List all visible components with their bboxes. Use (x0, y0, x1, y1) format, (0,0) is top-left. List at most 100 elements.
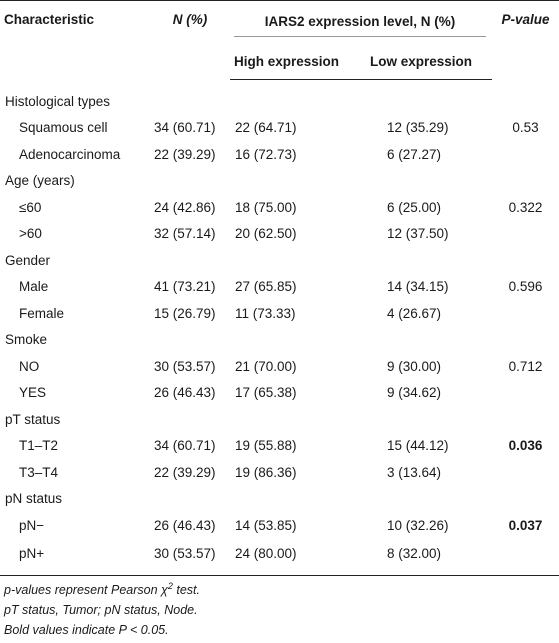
cell-n-pct: 22 (39.29) (154, 146, 216, 162)
cell-low-expression: 6 (25.00) (387, 199, 442, 215)
cell-low-expression: 9 (34.62) (387, 385, 442, 401)
cell-high-expression: 17 (65.38) (235, 385, 297, 401)
table-row: Male 41 (73.21) 27 (65.85) 14 (34.15) 0.596 (0, 274, 559, 301)
cell-n-pct: 15 (26.79) (154, 305, 216, 321)
group-row: Gender (0, 247, 559, 274)
cell-n-pct: 22 (39.29) (154, 464, 216, 480)
row-label: pN+ (0, 538, 150, 576)
cell-p-value: 0.53 (512, 120, 539, 136)
cell-high-expression: 24 (80.00) (230, 538, 363, 576)
cell-n-pct: 34 (60.71) (154, 120, 216, 136)
footnote-pearson-tail: test. (172, 582, 200, 597)
cell-n-pct: 26 (46.43) (154, 385, 216, 401)
row-label: >60 (19, 226, 42, 242)
table-row: NO 30 (53.57) 21 (70.00) 9 (30.00) 0.712 (0, 353, 559, 380)
cell-high-expression: 21 (70.00) (235, 358, 297, 374)
cell-low-expression: 14 (34.15) (387, 279, 449, 295)
group-label: Gender (5, 252, 51, 268)
cell-low-expression: 9 (30.00) (387, 358, 442, 374)
row-label: T3–T4 (19, 464, 59, 480)
group-label: Histological types (5, 93, 111, 109)
cell-n-pct: 34 (60.71) (154, 438, 216, 454)
cell-n-pct: 41 (73.21) (154, 279, 216, 295)
cell-low-expression: 4 (26.67) (387, 305, 442, 321)
cell-high-expression: 19 (86.36) (235, 464, 297, 480)
header-characteristic: Characteristic (0, 0, 150, 80)
cell-p-value: 0.036 (508, 438, 543, 454)
row-label: Female (19, 305, 65, 321)
header-n-pct-text: N (%) (172, 12, 208, 27)
cell-p-value (492, 141, 559, 168)
header-expression-group: IARS2 expression level, N (%) (230, 0, 493, 43)
group-label: Smoke (5, 332, 48, 348)
header-n-pct: N (%) (150, 0, 230, 80)
cell-high-expression: 14 (53.85) (235, 517, 297, 533)
table-row: YES 26 (46.43) 17 (65.38) 9 (34.62) (0, 380, 559, 407)
cell-p-value: 0.712 (508, 358, 543, 374)
cell-p-value (492, 459, 559, 486)
table-row: Adenocarcinoma 22 (39.29) 16 (72.73) 6 (27.… (0, 141, 559, 168)
group-row: Histological types (0, 80, 559, 115)
group-label: pT status (5, 411, 61, 427)
header-low-expression: Low expression (363, 43, 493, 80)
cell-high-expression: 20 (62.50) (235, 226, 297, 242)
cell-n-pct: 30 (53.57) (150, 538, 230, 576)
cell-n-pct: 30 (53.57) (154, 358, 216, 374)
row-label: Adenocarcinoma (19, 146, 121, 162)
table-row: T3–T4 22 (39.29) 19 (86.36) 3 (13.64) (0, 459, 559, 486)
footnote-pearson-superscript: 2 (167, 580, 173, 591)
table-row: pN− 26 (46.43) 14 (53.85) 10 (32.26) 0.037 (0, 512, 559, 539)
characteristics-table: Characteristic N (%) IARS2 expression le… (0, 0, 559, 576)
cell-low-expression: 8 (32.00) (363, 538, 493, 576)
footnote-abbreviations: pT status, Tumor; pN status, Node. (4, 602, 198, 617)
footnote-pearson: p-values represent Pearson χ2 test. (4, 580, 559, 600)
row-label: Squamous cell (19, 120, 108, 136)
cell-p-value (492, 538, 559, 576)
row-label: ≤60 (19, 199, 42, 215)
cell-p-value (492, 300, 559, 327)
group-row: pT status (0, 406, 559, 433)
row-label: T1–T2 (19, 438, 59, 454)
cell-low-expression: 10 (32.26) (387, 517, 449, 533)
group-row: Age (years) (0, 168, 559, 195)
cell-p-value: 0.322 (508, 199, 543, 215)
row-label: YES (19, 385, 47, 401)
cell-p-value: 0.596 (508, 279, 543, 295)
cell-high-expression: 11 (73.33) (235, 305, 296, 321)
cell-low-expression: 12 (35.29) (387, 120, 449, 136)
footnote-pearson-text: p-values represent Pearson χ (4, 582, 168, 597)
header-high-expression: High expression (230, 43, 363, 80)
cell-high-expression: 18 (75.00) (235, 199, 297, 215)
group-label: Age (years) (5, 173, 75, 189)
cell-p-value (492, 380, 559, 407)
cell-high-expression: 27 (65.85) (235, 279, 297, 295)
row-label: Male (19, 279, 49, 295)
cell-p-value (492, 221, 559, 248)
cell-low-expression: 3 (13.64) (387, 464, 442, 480)
table-row: >60 32 (57.14) 20 (62.50) 12 (37.50) (0, 221, 559, 248)
cell-n-pct: 24 (42.86) (154, 199, 216, 215)
table-row: Female 15 (26.79) 11 (73.33) 4 (26.67) (0, 300, 559, 327)
footnote-bold: Bold values indicate P < 0.05. (4, 622, 169, 637)
footnotes: p-values represent Pearson χ2 test. pT s… (0, 580, 559, 640)
cell-high-expression: 22 (64.71) (235, 120, 297, 136)
cell-low-expression: 12 (37.50) (387, 226, 449, 242)
table-body: Histological types Squamous cell 34 (60.71… (0, 80, 559, 576)
group-row: pN status (0, 486, 559, 513)
table-row: pN+ 30 (53.57) 24 (80.00) 8 (32.00) (0, 538, 559, 576)
cell-high-expression: 19 (55.88) (235, 438, 297, 454)
cell-n-pct: 26 (46.43) (154, 517, 216, 533)
row-label: pN− (19, 517, 45, 533)
cell-n-pct: 32 (57.14) (154, 226, 216, 242)
table-row: T1–T2 34 (60.71) 19 (55.88) 15 (44.12) 0.036 (0, 433, 559, 460)
group-row: Smoke (0, 327, 559, 354)
table-row: ≤60 24 (42.86) 18 (75.00) 6 (25.00) 0.322 (0, 194, 559, 221)
row-label: NO (19, 358, 40, 374)
table-row: Squamous cell 34 (60.71) 22 (64.71) 12 (35.… (0, 115, 559, 142)
header-expression-group-text: IARS2 expression level, N (%) (234, 7, 487, 37)
cell-p-value: 0.037 (508, 517, 543, 533)
cell-high-expression: 16 (72.73) (235, 146, 297, 162)
cell-low-expression: 15 (44.12) (387, 438, 449, 454)
cell-low-expression: 6 (27.27) (387, 146, 442, 162)
